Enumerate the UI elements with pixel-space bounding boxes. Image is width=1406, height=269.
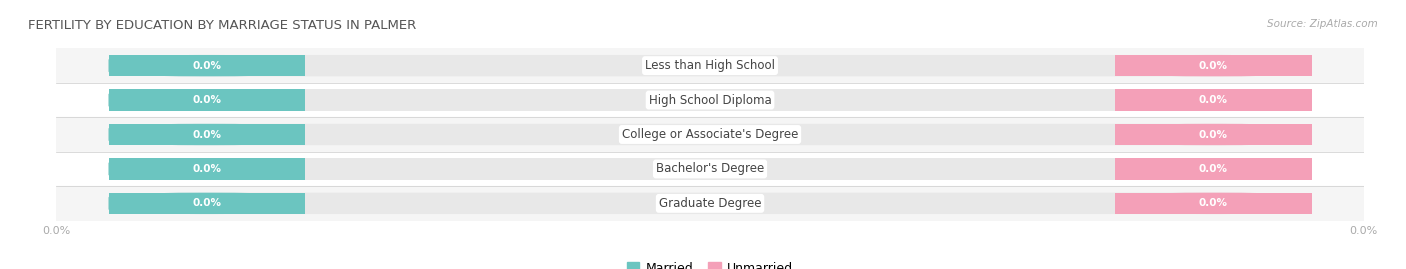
FancyBboxPatch shape (1115, 158, 1312, 180)
Text: 0.0%: 0.0% (193, 198, 221, 208)
Text: Source: ZipAtlas.com: Source: ZipAtlas.com (1267, 19, 1378, 29)
Text: Bachelor's Degree: Bachelor's Degree (657, 162, 763, 175)
Bar (1115, 55, 1312, 76)
FancyBboxPatch shape (1115, 193, 1312, 214)
Bar (108, 124, 305, 145)
Text: 0.0%: 0.0% (193, 164, 221, 174)
Text: 0.0%: 0.0% (1199, 164, 1227, 174)
FancyBboxPatch shape (108, 158, 305, 180)
FancyBboxPatch shape (108, 193, 305, 214)
Bar (56, 48, 1364, 83)
Bar (108, 193, 305, 214)
Bar (108, 55, 1312, 76)
FancyBboxPatch shape (1115, 124, 1312, 145)
Bar (108, 158, 1312, 180)
Text: Less than High School: Less than High School (645, 59, 775, 72)
Text: 0.0%: 0.0% (1199, 198, 1227, 208)
Text: 0.0%: 0.0% (193, 61, 221, 71)
Bar (108, 193, 1312, 214)
FancyBboxPatch shape (108, 55, 305, 76)
FancyBboxPatch shape (108, 124, 305, 145)
Text: FERTILITY BY EDUCATION BY MARRIAGE STATUS IN PALMER: FERTILITY BY EDUCATION BY MARRIAGE STATU… (28, 19, 416, 32)
Bar (108, 89, 305, 111)
Legend: Married, Unmarried: Married, Unmarried (621, 257, 799, 269)
FancyBboxPatch shape (1115, 55, 1312, 76)
Bar (1115, 158, 1312, 180)
FancyBboxPatch shape (1115, 89, 1312, 111)
Text: 0.0%: 0.0% (193, 95, 221, 105)
Bar (1115, 193, 1312, 214)
Bar (56, 186, 1364, 221)
Bar (1115, 124, 1312, 145)
Text: 0.0%: 0.0% (1199, 95, 1227, 105)
Bar (108, 158, 305, 180)
FancyBboxPatch shape (108, 124, 1312, 145)
FancyBboxPatch shape (108, 193, 1312, 214)
Bar (108, 89, 1312, 111)
Bar (56, 83, 1364, 117)
Bar (1115, 89, 1312, 111)
FancyBboxPatch shape (108, 89, 305, 111)
FancyBboxPatch shape (108, 55, 1312, 76)
FancyBboxPatch shape (108, 158, 1312, 180)
Bar (56, 117, 1364, 152)
Bar (56, 152, 1364, 186)
Text: High School Diploma: High School Diploma (648, 94, 772, 107)
Text: 0.0%: 0.0% (1199, 61, 1227, 71)
Text: Graduate Degree: Graduate Degree (659, 197, 761, 210)
Bar (108, 124, 1312, 145)
Bar (108, 55, 305, 76)
Text: 0.0%: 0.0% (1199, 129, 1227, 140)
Text: College or Associate's Degree: College or Associate's Degree (621, 128, 799, 141)
FancyBboxPatch shape (108, 89, 1312, 111)
Text: 0.0%: 0.0% (193, 129, 221, 140)
